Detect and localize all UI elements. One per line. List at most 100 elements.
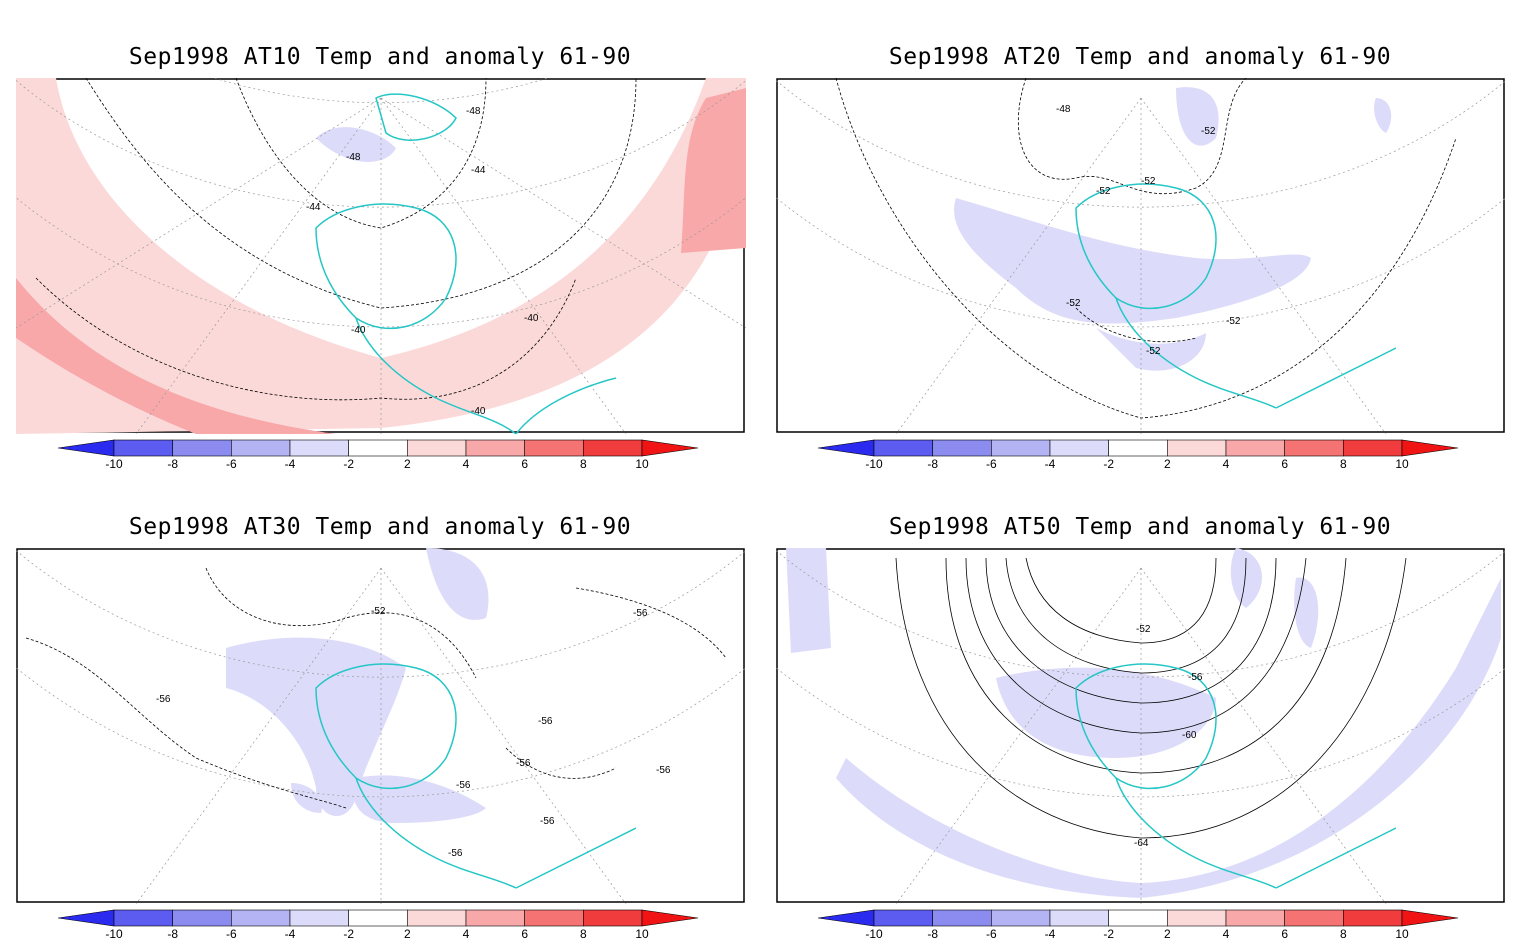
colorbar-segments [817, 439, 1459, 457]
colorbar-segment [991, 909, 1051, 927]
colorbar-segment [465, 909, 525, 927]
colorbar-tick-label: 6 [1281, 927, 1288, 940]
contour-label: -52 [1146, 346, 1161, 357]
colorbar-segment [113, 909, 173, 927]
colorbar: -10 -8 -6 -4 -2 2 4 6 8 10 [817, 439, 1459, 471]
colorbar-segment [348, 439, 408, 457]
anomaly-cold [786, 548, 831, 653]
anomaly-cold [954, 198, 1311, 324]
colorbar-segment [1049, 439, 1109, 457]
colorbar-tick-label: 4 [463, 457, 470, 471]
contour-label: -40 [471, 406, 486, 417]
contour-label: -60 [1182, 730, 1197, 741]
contour-label: -48 [1056, 104, 1071, 115]
colorbar: -10 -8 -6 -4 -2 2 4 6 8 10 [817, 909, 1459, 940]
colorbar-tick-label: -4 [1045, 457, 1056, 471]
colorbar-segment [641, 909, 699, 927]
colorbar-tick-label: -6 [226, 457, 237, 471]
contour-label: -52 [371, 606, 386, 617]
colorbar-segment [231, 439, 291, 457]
colorbar-segment [524, 909, 584, 927]
panel-title: Sep1998 AT50 Temp and anomaly 61-90 [888, 514, 1392, 540]
contour-label: -44 [471, 165, 486, 176]
coastlines [1075, 183, 1397, 409]
graticule [16, 78, 746, 434]
anomaly-cold [1176, 87, 1219, 146]
colorbar-ticks: -10 -8 -6 -4 -2 2 4 6 8 10 [105, 927, 649, 940]
contour-label: -56 [633, 608, 648, 619]
coastlines [1075, 663, 1397, 889]
coastlines [315, 663, 637, 889]
colorbar-ticks: -10 -8 -6 -4 -2 2 4 6 8 10 [865, 457, 1409, 471]
colorbar-tick-label: -10 [865, 457, 883, 471]
coastlines [315, 93, 617, 434]
colorbar-tick-label: 8 [1340, 457, 1347, 471]
anomaly-cold [226, 637, 406, 817]
colorbar-tick-label: 10 [635, 457, 649, 471]
colorbar-segment [1225, 909, 1285, 927]
anomaly-warm-band [16, 78, 746, 434]
colorbar-tick-label: -4 [285, 457, 296, 471]
colorbar-segment [57, 909, 115, 927]
colorbar-segment [1284, 909, 1344, 927]
colorbar-tick-label: 8 [580, 457, 587, 471]
contour-label: -56 [656, 765, 671, 776]
colorbar-segment [932, 909, 992, 927]
colorbar-tick-label: -6 [226, 927, 237, 940]
colorbar-segment [1108, 439, 1168, 457]
map-at10: -48 -48 -44 -44 -40 -40 -40 [16, 78, 746, 434]
colorbar: -10 -8 -6 -4 -2 2 4 6 8 10 [57, 909, 699, 940]
colorbar-segment [57, 439, 115, 457]
colorbar-segment [583, 909, 643, 927]
contours [35, 78, 637, 401]
colorbar-tick-label: 4 [1223, 457, 1230, 471]
colorbar-tick-label: 4 [463, 927, 470, 940]
anomaly-cold [426, 548, 489, 620]
colorbar-tick-label: -10 [865, 927, 883, 940]
colorbar-segment [1401, 909, 1459, 927]
colorbar-segment [1167, 439, 1227, 457]
colorbar-tick-label: -2 [1103, 927, 1114, 940]
colorbar-tick-label: -4 [1045, 927, 1056, 940]
contours [895, 557, 1407, 839]
colorbar-tick-label: 2 [1164, 927, 1171, 940]
colorbar-tick-label: 2 [404, 927, 411, 940]
contour-label: -56 [456, 780, 471, 791]
contour-label: -52 [1096, 186, 1111, 197]
colorbar-tick-label: 6 [521, 927, 528, 940]
colorbar-segment [289, 439, 349, 457]
colorbar-segment [1167, 909, 1227, 927]
contour-label: -56 [448, 848, 463, 859]
contour-label: -44 [306, 202, 321, 213]
contour-label: -52 [1136, 624, 1151, 635]
colorbar-segment [1343, 909, 1403, 927]
panel-at20: Sep1998 AT20 Temp and anomaly 61-90 -48 … [760, 0, 1520, 471]
colorbar-tick-label: -2 [1103, 457, 1114, 471]
contour-label: -56 [540, 816, 555, 827]
contour-label: -40 [524, 313, 539, 324]
colorbar-segment [172, 439, 232, 457]
colorbar-tick-label: 10 [635, 927, 649, 940]
colorbar-tick-label: -10 [105, 457, 123, 471]
anomaly-cold [1096, 328, 1206, 371]
contour-label: -52 [1066, 298, 1081, 309]
colorbar-segment [1049, 909, 1109, 927]
colorbar-segment [231, 909, 291, 927]
colorbar-segment [991, 439, 1051, 457]
colorbar-segment [817, 909, 875, 927]
colorbar-segments [57, 909, 699, 927]
contour-label: -52 [1201, 126, 1216, 137]
colorbar-tick-label: -8 [927, 457, 938, 471]
map-at50: -52 -56 -60 -64 [776, 548, 1506, 904]
colorbar-segment [113, 439, 173, 457]
colorbar-segment [1108, 909, 1168, 927]
colorbar-segment [932, 439, 992, 457]
colorbar-tick-label: 2 [404, 457, 411, 471]
anomaly-cold [996, 667, 1216, 758]
anomaly-warm-strong [681, 88, 746, 253]
contour-label: -52 [1226, 316, 1241, 327]
colorbar-segment [407, 909, 467, 927]
colorbar-segment [172, 909, 232, 927]
colorbar-tick-label: 6 [1281, 457, 1288, 471]
colorbar-segment [873, 439, 933, 457]
